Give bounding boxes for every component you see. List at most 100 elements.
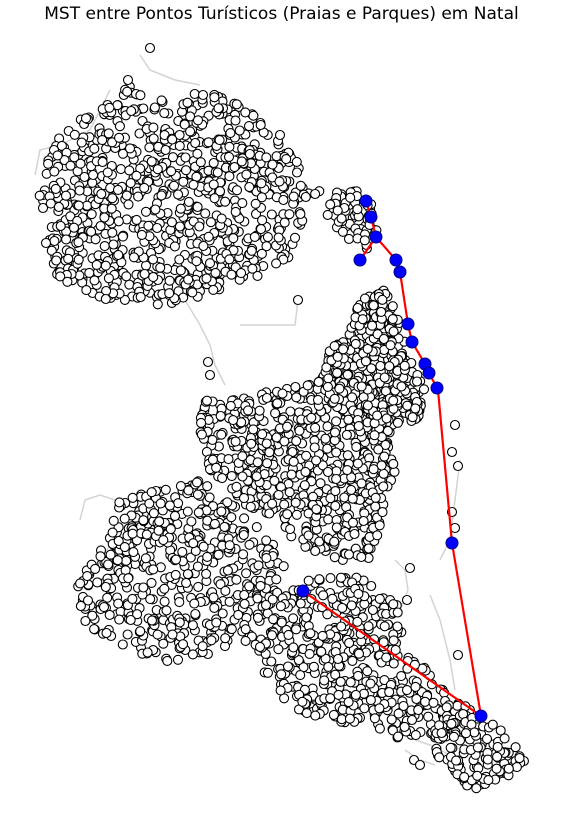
street-node <box>308 661 319 672</box>
street-node <box>264 447 275 458</box>
street-node <box>55 271 66 282</box>
street-node <box>367 320 378 331</box>
street-node <box>331 416 342 427</box>
street-node <box>244 181 255 193</box>
street-node <box>283 629 294 640</box>
street-node <box>344 713 355 724</box>
street-node <box>213 549 224 560</box>
street-node <box>201 568 212 579</box>
street-node <box>167 134 178 145</box>
street-node <box>148 133 159 144</box>
street-node <box>160 484 171 495</box>
street-node <box>127 528 138 539</box>
street-node <box>329 393 340 404</box>
street-node <box>253 560 264 571</box>
street-node <box>276 617 287 628</box>
street-node <box>90 563 101 574</box>
street-node <box>149 102 160 113</box>
road-line <box>184 299 299 386</box>
street-node <box>138 582 149 593</box>
street-node <box>100 581 111 593</box>
street-node <box>316 646 327 657</box>
street-node <box>80 615 91 627</box>
street-node <box>302 380 313 391</box>
street-node <box>384 687 395 698</box>
street-node <box>366 580 377 592</box>
street-node <box>374 520 385 531</box>
street-node <box>219 521 230 532</box>
street-node <box>230 115 241 126</box>
tourist-point-marker <box>430 381 444 395</box>
street-node <box>214 186 226 197</box>
street-node <box>226 512 237 523</box>
street-node <box>240 635 251 646</box>
street-node <box>459 772 470 783</box>
street-node <box>108 515 119 526</box>
street-node <box>224 254 235 265</box>
street-node <box>97 156 108 168</box>
street-node <box>103 559 114 570</box>
street-node <box>139 182 150 193</box>
street-node <box>138 515 149 526</box>
street-node <box>342 450 353 461</box>
street-node <box>243 121 255 132</box>
street-node <box>239 598 250 610</box>
street-node <box>404 562 416 574</box>
street-node <box>472 742 483 753</box>
street-node <box>181 577 192 589</box>
street-node <box>323 514 334 525</box>
street-node <box>317 630 328 641</box>
street-node <box>332 205 343 216</box>
street-node <box>255 224 267 235</box>
street-node <box>252 593 263 604</box>
street-node <box>225 128 236 139</box>
street-node <box>216 213 227 224</box>
street-node <box>37 202 49 214</box>
street-node <box>423 711 434 722</box>
street-node <box>388 458 399 469</box>
street-node <box>43 158 54 169</box>
street-node <box>238 493 250 504</box>
street-node <box>362 343 373 354</box>
street-node <box>192 201 203 213</box>
street-node <box>388 326 399 337</box>
street-node <box>193 507 204 518</box>
street-node <box>220 196 231 207</box>
street-node <box>452 460 464 472</box>
street-node <box>317 460 328 471</box>
street-node <box>226 269 237 280</box>
street-node <box>325 693 336 704</box>
street-node <box>55 220 66 232</box>
street-node <box>238 549 249 560</box>
street-node <box>310 545 321 557</box>
street-node <box>289 232 301 243</box>
street-node <box>331 522 342 533</box>
street-node <box>173 189 184 200</box>
street-node <box>377 507 388 518</box>
street-node <box>352 204 363 215</box>
street-node <box>336 213 347 224</box>
street-node <box>187 287 198 298</box>
street-node <box>331 447 342 458</box>
street-node <box>124 165 135 176</box>
street-node <box>131 214 142 225</box>
street-node <box>279 436 290 447</box>
street-node <box>392 607 403 618</box>
street-node <box>418 384 430 395</box>
street-node <box>166 166 177 177</box>
street-node <box>175 265 186 276</box>
street-node <box>195 157 206 168</box>
street-node <box>288 613 299 624</box>
street-node <box>65 211 76 222</box>
street-node <box>282 421 293 432</box>
street-node <box>107 193 118 204</box>
street-node <box>292 294 304 306</box>
street-node <box>190 608 201 620</box>
street-node <box>357 314 368 325</box>
street-node <box>301 450 312 461</box>
street-node <box>121 271 132 282</box>
street-node <box>96 188 107 200</box>
street-node <box>378 468 389 479</box>
street-node <box>382 425 393 437</box>
street-node <box>352 302 363 314</box>
